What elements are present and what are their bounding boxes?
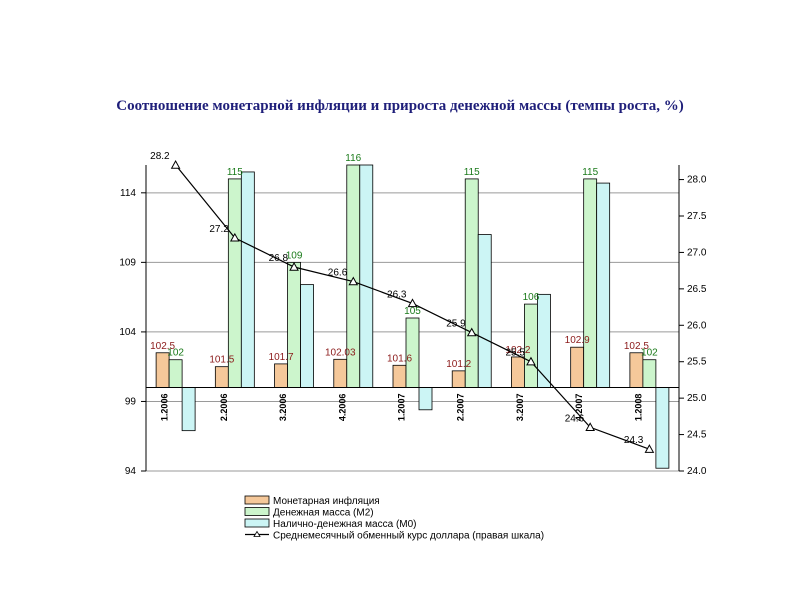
inflation-data-label: 102.5	[150, 341, 175, 352]
m2-data-label: 105	[404, 306, 421, 317]
bar	[583, 178, 598, 388]
exchange-rate-marker	[644, 444, 655, 453]
exchange-rate-data-label: 24.6	[565, 413, 585, 424]
bar	[464, 178, 479, 388]
m2-data-label: 116	[345, 153, 361, 164]
bar	[181, 387, 196, 432]
chart-title: Соотношение монетарной инфляции и прирос…	[116, 98, 684, 114]
bar	[359, 164, 374, 388]
bar	[477, 234, 492, 388]
bar	[451, 370, 466, 388]
exchange-rate-marker	[229, 232, 240, 242]
category-label: 3.2007	[515, 394, 525, 422]
exchange-rate-data-label: 24.3	[624, 435, 644, 446]
inflation-data-label: 102.5	[624, 341, 649, 352]
exchange-rate-data-label: 28.2	[150, 151, 170, 162]
inflation-data-label: 102.2	[505, 345, 530, 356]
m2-data-label: 106	[523, 292, 540, 303]
category-label: 1.2007	[397, 394, 407, 422]
m2-data-label: 109	[286, 250, 303, 261]
right-tick-label: 25.0	[687, 393, 707, 404]
category-label: 4.2007	[574, 394, 584, 422]
bar	[287, 261, 301, 388]
inflation-data-label: 102.9	[565, 335, 590, 346]
legend-swatch	[244, 495, 270, 505]
right-tick-label: 25.5	[687, 357, 707, 368]
legend-label: Денежная масса (М2)	[273, 508, 374, 519]
bar	[418, 387, 433, 411]
category-label: 1.2006	[160, 394, 170, 422]
exchange-rate-data-label: 26.3	[387, 289, 407, 300]
legend-marker	[253, 530, 261, 537]
inflation-data-label: 101.6	[387, 353, 412, 364]
inflation-data-label: 102.03	[325, 347, 356, 358]
exchange-rate-data-label: 27.2	[209, 224, 229, 235]
exchange-rate-data-label: 25.9	[446, 319, 466, 330]
right-tick-label: 24.5	[687, 430, 707, 441]
exchange-rate-marker	[348, 276, 359, 286]
legend-label: Среднемесячный обменный курс доллара (пр…	[273, 530, 544, 542]
right-tick-label: 26.0	[687, 320, 707, 331]
m2-data-label: 102	[167, 348, 184, 359]
bar	[655, 387, 670, 469]
m2-data-label: 115	[582, 167, 598, 178]
bar	[240, 171, 255, 388]
category-label: 4.2006	[337, 394, 347, 422]
m2-data-label: 102	[641, 348, 658, 359]
inflation-data-label: 101.7	[269, 352, 294, 363]
inflation-data-label: 101.5	[209, 355, 234, 366]
exchange-rate-marker	[585, 422, 596, 431]
exchange-rate-marker	[466, 327, 477, 337]
bar	[333, 358, 348, 388]
inflation-data-label: 101.2	[446, 359, 471, 370]
category-label: 3.2006	[278, 394, 288, 422]
right-tick-label: 27.5	[687, 211, 707, 222]
left-tick-label: 99	[125, 396, 137, 407]
right-tick-label: 24.0	[687, 466, 707, 477]
exchange-rate-data-label: 25.5	[505, 348, 525, 359]
left-tick-label: 109	[119, 257, 136, 268]
legend-label: Монетарная инфляция	[273, 495, 380, 507]
bar	[300, 284, 314, 388]
bar	[274, 363, 288, 388]
bar	[392, 364, 407, 388]
bar	[570, 346, 585, 388]
bar	[214, 366, 229, 388]
right-tick-label: 28.0	[687, 175, 707, 186]
bar	[168, 359, 183, 388]
exchange-rate-data-label: 26.6	[328, 268, 348, 279]
exchange-rate-marker	[407, 298, 418, 308]
right-tick-label: 26.5	[687, 284, 707, 295]
bar	[642, 359, 657, 388]
bar	[596, 182, 611, 388]
category-label: 2.2007	[456, 394, 466, 422]
left-tick-label: 94	[125, 466, 137, 477]
legend-swatch	[244, 518, 270, 528]
category-label: 2.2006	[219, 394, 229, 422]
right-tick-label: 27.0	[687, 247, 707, 258]
legend-label: Налично-денежная масса (М0)	[273, 519, 417, 530]
exchange-rate-marker	[289, 261, 299, 271]
exchange-rate-marker	[170, 159, 181, 169]
exchange-rate-data-label: 26.8	[269, 253, 289, 264]
left-tick-label: 114	[120, 188, 136, 199]
m2-data-label: 115	[227, 167, 243, 178]
m2-data-label: 115	[464, 167, 480, 178]
left-tick-label: 104	[119, 327, 136, 338]
bar	[511, 356, 525, 388]
bar	[537, 293, 551, 388]
category-label: 1.2008	[633, 394, 643, 422]
legend-swatch	[244, 507, 270, 516]
exchange-rate-marker	[526, 356, 536, 366]
